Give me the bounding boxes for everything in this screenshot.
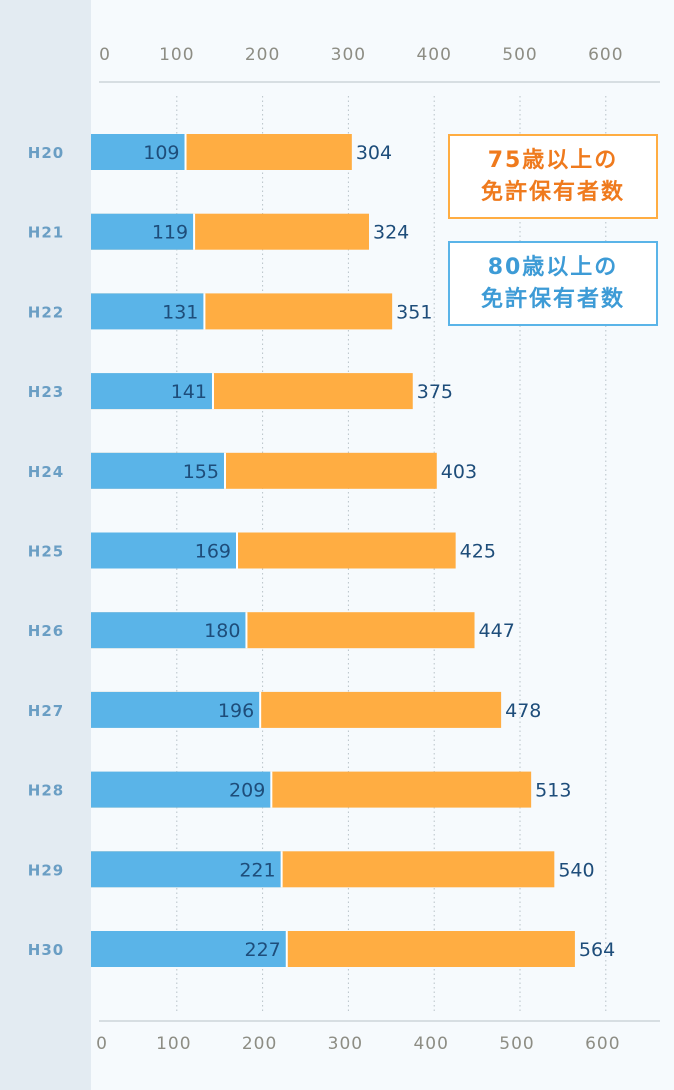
bar-80-plus-H30 xyxy=(91,931,286,967)
category-label-H23: H23 xyxy=(28,383,64,401)
x-tick-label-top-400: 400 xyxy=(416,45,451,65)
legend-label-75-line1: 75歳以上の xyxy=(487,147,619,173)
category-label-H25: H25 xyxy=(28,543,64,561)
bar-80-plus-H24 xyxy=(91,452,224,489)
value-label-80-plus-H21: 119 xyxy=(152,222,188,244)
value-label-80-plus-H25: 169 xyxy=(195,541,231,563)
value-label-80-plus-H29: 221 xyxy=(239,859,275,881)
category-label-H26: H26 xyxy=(28,622,64,640)
x-tick-label-bottom-400: 400 xyxy=(413,1034,448,1054)
category-sidebar xyxy=(0,0,91,1090)
value-label-75-plus-H26: 447 xyxy=(479,620,515,642)
value-label-80-plus-H24: 155 xyxy=(183,461,219,483)
legend-label-80-line2: 免許保有者数 xyxy=(480,286,625,312)
value-label-80-plus-H28: 209 xyxy=(229,780,265,802)
bar-80-plus-H25 xyxy=(91,532,237,569)
x-tick-label-top-500: 500 xyxy=(502,45,537,65)
bar-80-plus-H22 xyxy=(91,293,204,330)
category-label-H29: H29 xyxy=(28,861,64,879)
value-label-80-plus-H27: 196 xyxy=(218,700,254,722)
x-tick-label-top-300: 300 xyxy=(331,45,366,65)
value-label-75-plus-H24: 403 xyxy=(441,461,477,483)
x-tick-label-bottom-100: 100 xyxy=(156,1034,191,1054)
x-tick-label-top-200: 200 xyxy=(245,45,280,65)
category-label-H24: H24 xyxy=(28,463,64,481)
value-label-75-plus-H21: 324 xyxy=(373,222,409,244)
bar-80-plus-H26 xyxy=(91,612,246,649)
x-tick-label-top-600: 600 xyxy=(588,45,623,65)
x-tick-label-bottom-300: 300 xyxy=(328,1034,363,1054)
bar-80-plus-H21 xyxy=(91,213,194,250)
value-label-75-plus-H22: 351 xyxy=(396,301,432,323)
x-tick-label-bottom-200: 200 xyxy=(242,1034,277,1054)
bar-80-plus-H29 xyxy=(91,851,281,888)
value-label-75-plus-H30: 564 xyxy=(579,939,615,961)
value-label-80-plus-H26: 180 xyxy=(204,620,240,642)
legend-entry-75-plus: 75歳以上の 免許保有者数 xyxy=(448,134,658,219)
bar-80-plus-H23 xyxy=(91,373,212,410)
x-tick-label-top-0: 0 xyxy=(99,45,111,65)
value-label-80-plus-H23: 141 xyxy=(171,381,207,403)
value-label-75-plus-H25: 425 xyxy=(460,541,496,563)
value-label-75-plus-H23: 375 xyxy=(417,381,453,403)
value-label-75-plus-H27: 478 xyxy=(505,700,541,722)
bar-80-plus-H28 xyxy=(91,771,271,808)
x-tick-label-top-100: 100 xyxy=(159,45,194,65)
category-label-H27: H27 xyxy=(28,702,64,720)
legend-label-80-line1: 80歳以上の xyxy=(487,254,619,280)
value-label-75-plus-H29: 540 xyxy=(558,859,594,881)
value-label-75-plus-H28: 513 xyxy=(535,780,571,802)
legend-entry-80-plus: 80歳以上の 免許保有者数 xyxy=(448,241,658,326)
category-label-H30: H30 xyxy=(28,941,64,959)
bar-80-plus-H20 xyxy=(91,134,185,170)
category-label-H21: H21 xyxy=(28,224,64,242)
x-tick-label-bottom-500: 500 xyxy=(499,1034,534,1054)
bar-80-plus-H27 xyxy=(91,691,260,728)
legend-label-75-line2: 免許保有者数 xyxy=(480,179,625,205)
value-label-80-plus-H20: 109 xyxy=(143,142,179,164)
value-label-80-plus-H30: 227 xyxy=(245,939,281,961)
x-tick-label-bottom-600: 600 xyxy=(585,1034,620,1054)
category-label-H22: H22 xyxy=(28,303,64,321)
value-label-75-plus-H20: 304 xyxy=(356,142,392,164)
value-label-80-plus-H22: 131 xyxy=(162,301,198,323)
category-label-H20: H20 xyxy=(28,144,64,162)
category-label-H28: H28 xyxy=(28,782,64,800)
x-tick-label-bottom-0: 0 xyxy=(96,1034,108,1054)
